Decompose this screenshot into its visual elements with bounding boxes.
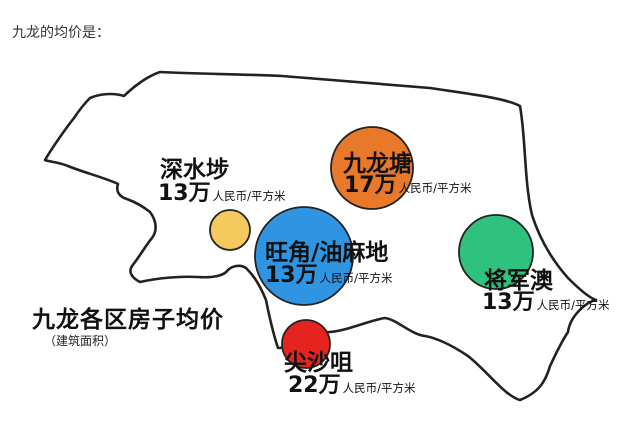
page-header: 九龙的均价是： xyxy=(12,25,110,41)
price-unit: 人民币/平方米 xyxy=(536,298,610,312)
sham-shui-po-marker xyxy=(209,209,251,251)
district-name-sham-shui-po: 深水埗 xyxy=(160,157,229,183)
kowloon-tong-marker xyxy=(330,126,414,210)
price-value: 13万 xyxy=(158,181,211,206)
district-name-tsim-sha-tsui: 尖沙咀 xyxy=(284,350,353,376)
district-price-tseung-kwan-o: 13万 人民币/平方米 xyxy=(482,292,610,314)
price-unit: 人民币/平方米 xyxy=(398,181,472,195)
price-unit: 人民币/平方米 xyxy=(319,271,393,285)
district-price-tsim-sha-tsui: 22万 人民币/平方米 xyxy=(288,375,416,397)
price-value: 22万 xyxy=(288,373,341,398)
price-unit: 人民币/平方米 xyxy=(342,381,416,395)
price-unit: 人民币/平方米 xyxy=(212,189,286,203)
map-subtitle: （建筑面积） xyxy=(44,334,117,348)
tseung-kwan-o-marker xyxy=(458,214,534,290)
district-price-mong-kok: 13万 人民币/平方米 xyxy=(265,265,393,287)
price-value: 13万 xyxy=(265,263,318,288)
district-name-kowloon-tong: 九龙塘 xyxy=(343,151,412,177)
district-name-tseung-kwan-o: 将军澳 xyxy=(484,268,553,294)
tsim-sha-tsui-marker xyxy=(281,319,331,369)
price-value: 17万 xyxy=(344,173,397,198)
district-name-mong-kok: 旺角/油麻地 xyxy=(265,240,389,266)
kowloon-outline xyxy=(43,70,598,402)
district-price-sham-shui-po: 13万 人民币/平方米 xyxy=(158,183,286,205)
map-title: 九龙各区房子均价 xyxy=(32,307,224,333)
price-value: 13万 xyxy=(482,290,535,315)
district-price-kowloon-tong: 17万 人民币/平方米 xyxy=(344,175,472,197)
mong-kok-marker xyxy=(254,206,354,306)
